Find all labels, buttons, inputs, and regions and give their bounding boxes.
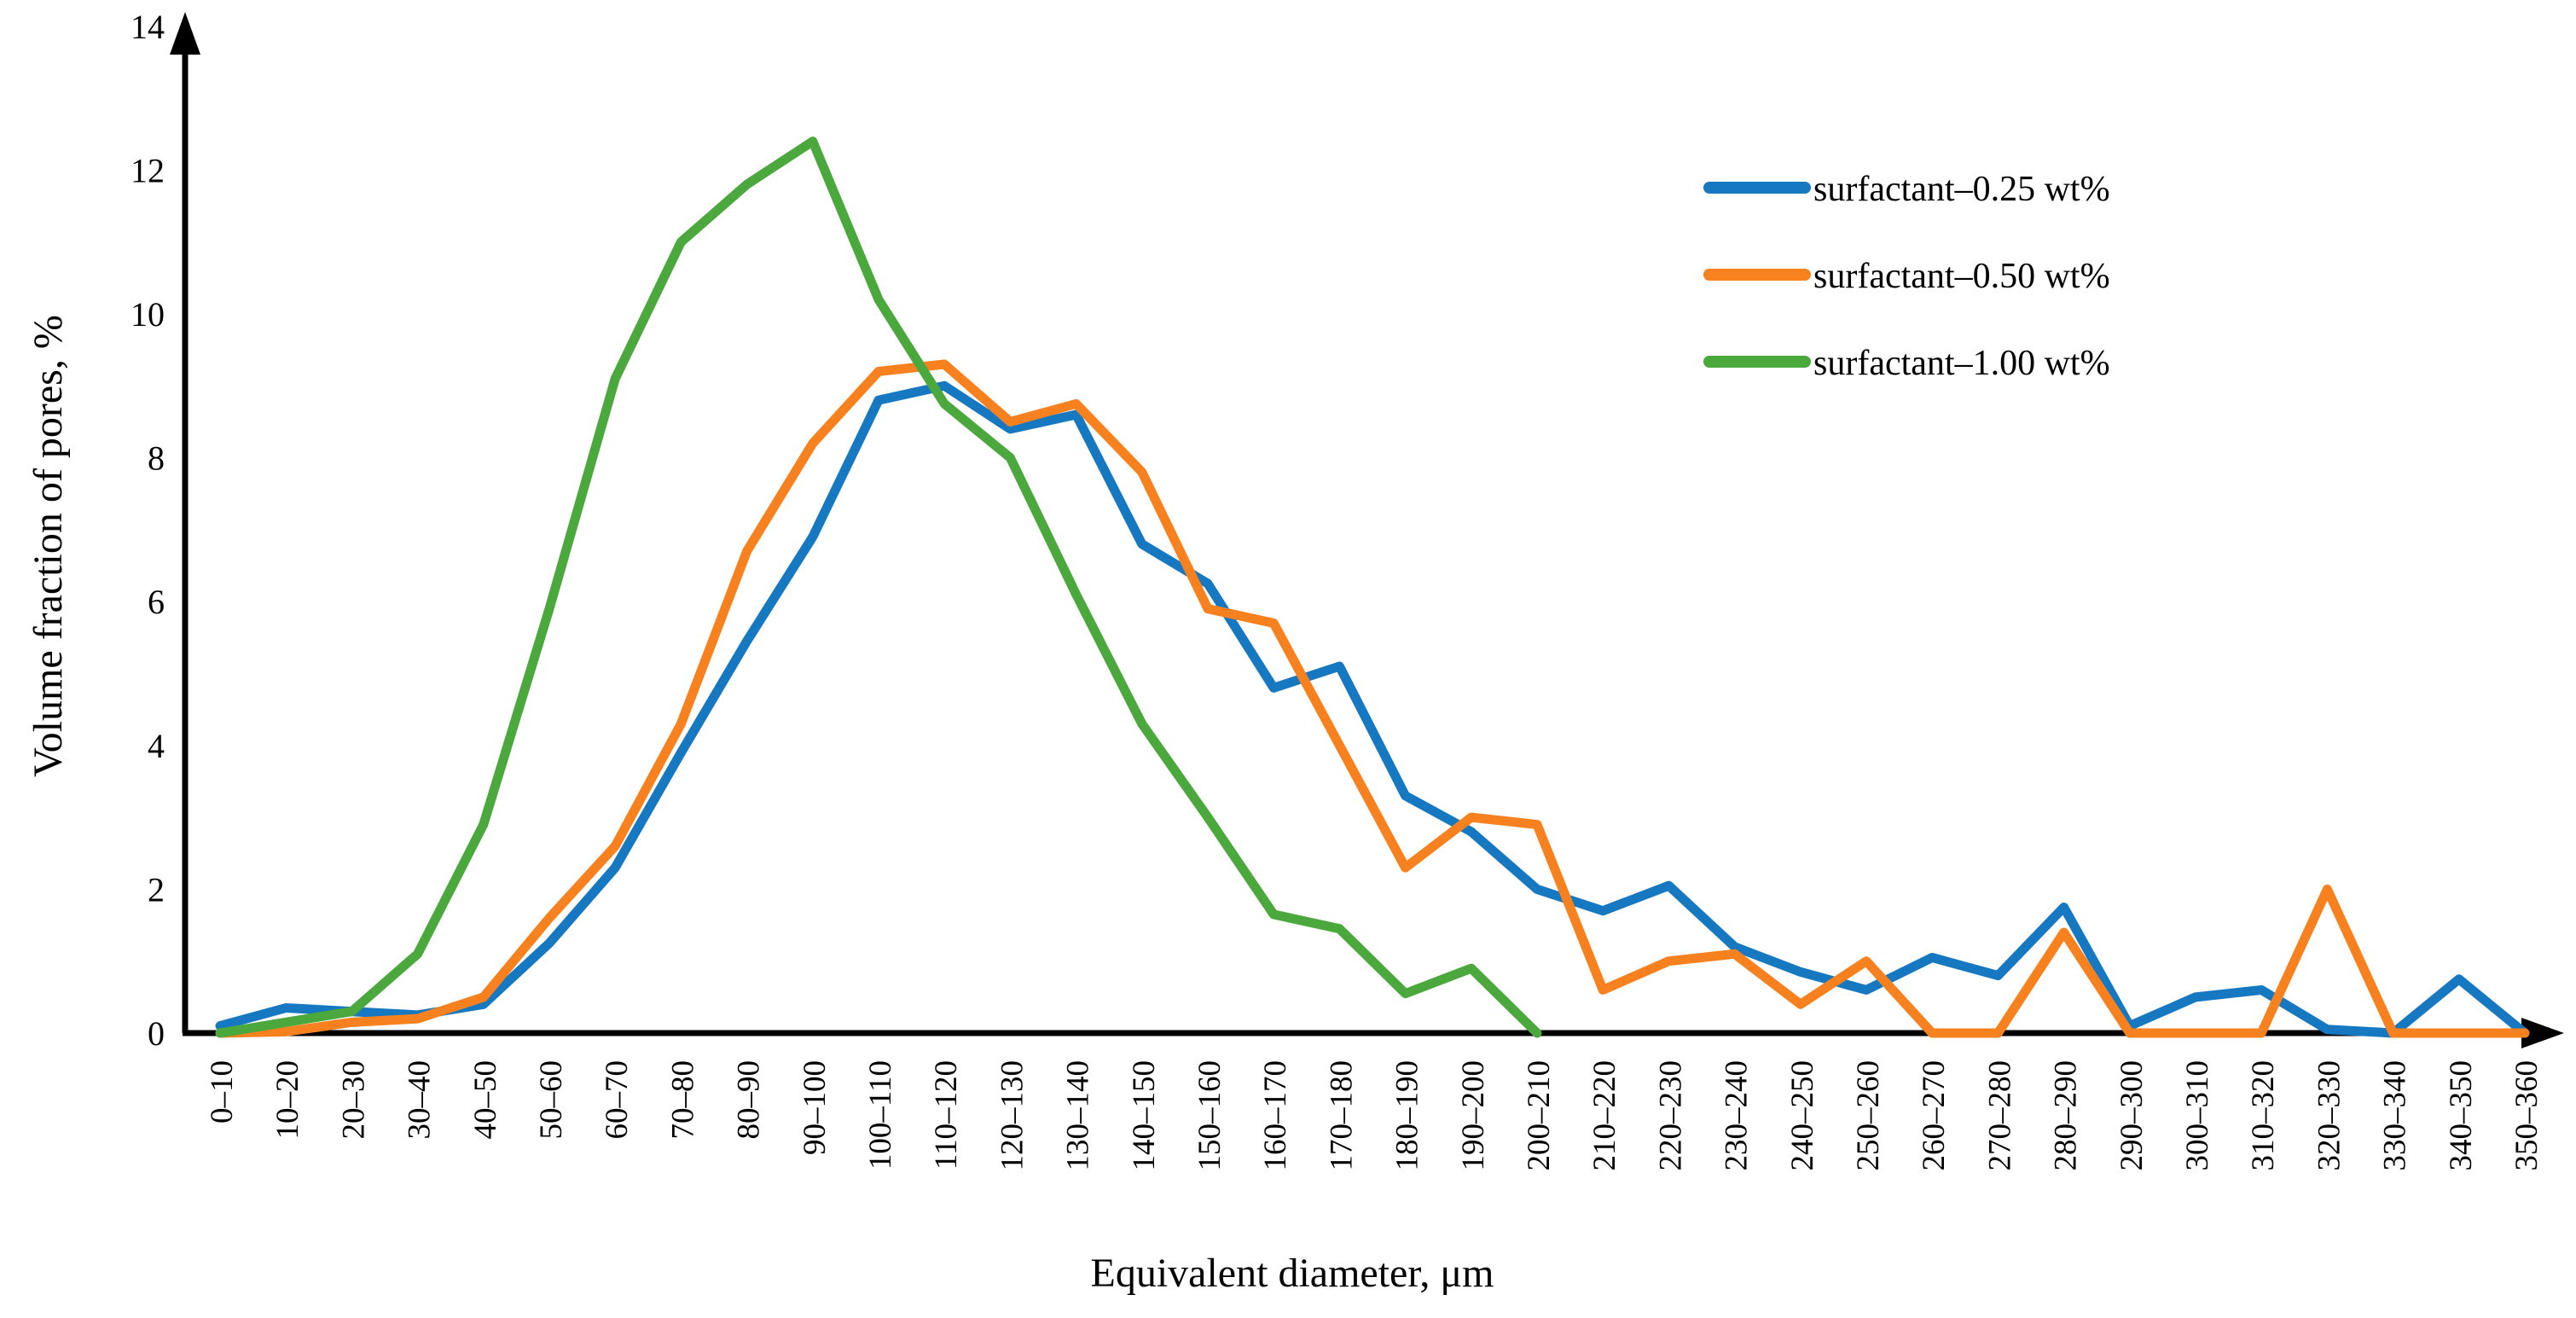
x-tick-label: 260–270 (1917, 1060, 1952, 1171)
series-lines (215, 136, 2530, 1038)
x-tick-label: 100–110 (863, 1060, 898, 1170)
x-tick-label: 210–220 (1587, 1060, 1622, 1171)
legend: surfactant–0.25 wt% surfactant–0.50 wt% su… (1703, 170, 2110, 383)
x-tick-label: 20–30 (336, 1060, 371, 1140)
x-tick-label: 140–150 (1127, 1060, 1162, 1171)
x-tick-label: 130–140 (1061, 1060, 1096, 1171)
x-tick-label: 230–240 (1720, 1060, 1755, 1171)
x-tick-label: 60–70 (600, 1060, 635, 1140)
legend-label-0: surfactant–0.25 wt% (1813, 170, 2110, 209)
y-axis-title: Volume fraction of pores, % (26, 315, 71, 777)
x-tick-label: 80–90 (732, 1060, 767, 1140)
legend-label-1: surfactant–0.50 wt% (1813, 257, 2110, 296)
y-tick-label: 14 (131, 8, 165, 46)
x-tick-label: 270–280 (1982, 1060, 2017, 1171)
x-tick-label: 160–170 (1258, 1060, 1293, 1171)
x-tick-label: 110–120 (929, 1060, 964, 1170)
x-tick-label: 350–360 (2509, 1060, 2544, 1171)
y-tick-label: 12 (131, 151, 165, 189)
y-tick-label: 6 (148, 583, 165, 621)
y-axis-tick-labels: 0 2 4 6 8 10 12 14 (131, 8, 165, 1053)
x-tick-label: 340–350 (2444, 1060, 2479, 1171)
x-tick-label: 330–340 (2378, 1060, 2413, 1171)
x-tick-label: 300–310 (2180, 1060, 2215, 1171)
y-tick-label: 2 (148, 870, 165, 909)
x-axis-arrow-icon (2521, 1018, 2564, 1048)
x-axis-title: Equivalent diameter, μm (1091, 1251, 1494, 1296)
y-tick-label: 8 (148, 439, 165, 478)
y-axis-arrow-icon (170, 12, 200, 55)
x-tick-label: 180–190 (1390, 1060, 1425, 1171)
x-tick-label: 250–260 (1851, 1060, 1886, 1171)
x-tick-label: 170–180 (1324, 1060, 1359, 1171)
x-tick-label: 40–50 (468, 1060, 503, 1140)
x-tick-label: 220–230 (1653, 1060, 1688, 1171)
x-tick-label: 150–160 (1192, 1060, 1227, 1171)
series-line-0 (215, 380, 2530, 1038)
x-tick-label: 0–10 (205, 1060, 240, 1123)
series-line-1 (215, 359, 2530, 1038)
y-tick-label: 10 (131, 295, 165, 334)
x-tick-label: 190–200 (1456, 1060, 1491, 1171)
x-tick-label: 70–80 (665, 1060, 700, 1140)
x-tick-label: 50–60 (534, 1060, 569, 1140)
x-tick-label: 290–300 (2115, 1060, 2150, 1171)
x-tick-label: 320–330 (2312, 1060, 2347, 1171)
x-axis-tick-labels: 0–10 10–20 20–30 30–40 40–50 50–60 60–70 70–80 8… (205, 1060, 2544, 1171)
x-tick-label: 30–40 (403, 1060, 438, 1140)
legend-label-2: surfactant–1.00 wt% (1813, 344, 2110, 383)
x-tick-label: 310–320 (2246, 1060, 2281, 1171)
x-tick-label: 280–290 (2049, 1060, 2084, 1171)
x-tick-label: 90–100 (798, 1060, 833, 1155)
y-tick-label: 4 (148, 727, 165, 765)
x-tick-label: 120–130 (995, 1060, 1030, 1171)
axes (170, 12, 2564, 1048)
y-tick-label: 0 (148, 1014, 165, 1053)
series-line-2 (215, 136, 1542, 1038)
x-tick-label: 10–20 (270, 1060, 305, 1140)
x-tick-label: 200–210 (1522, 1060, 1557, 1171)
x-tick-label: 240–250 (1785, 1060, 1820, 1171)
